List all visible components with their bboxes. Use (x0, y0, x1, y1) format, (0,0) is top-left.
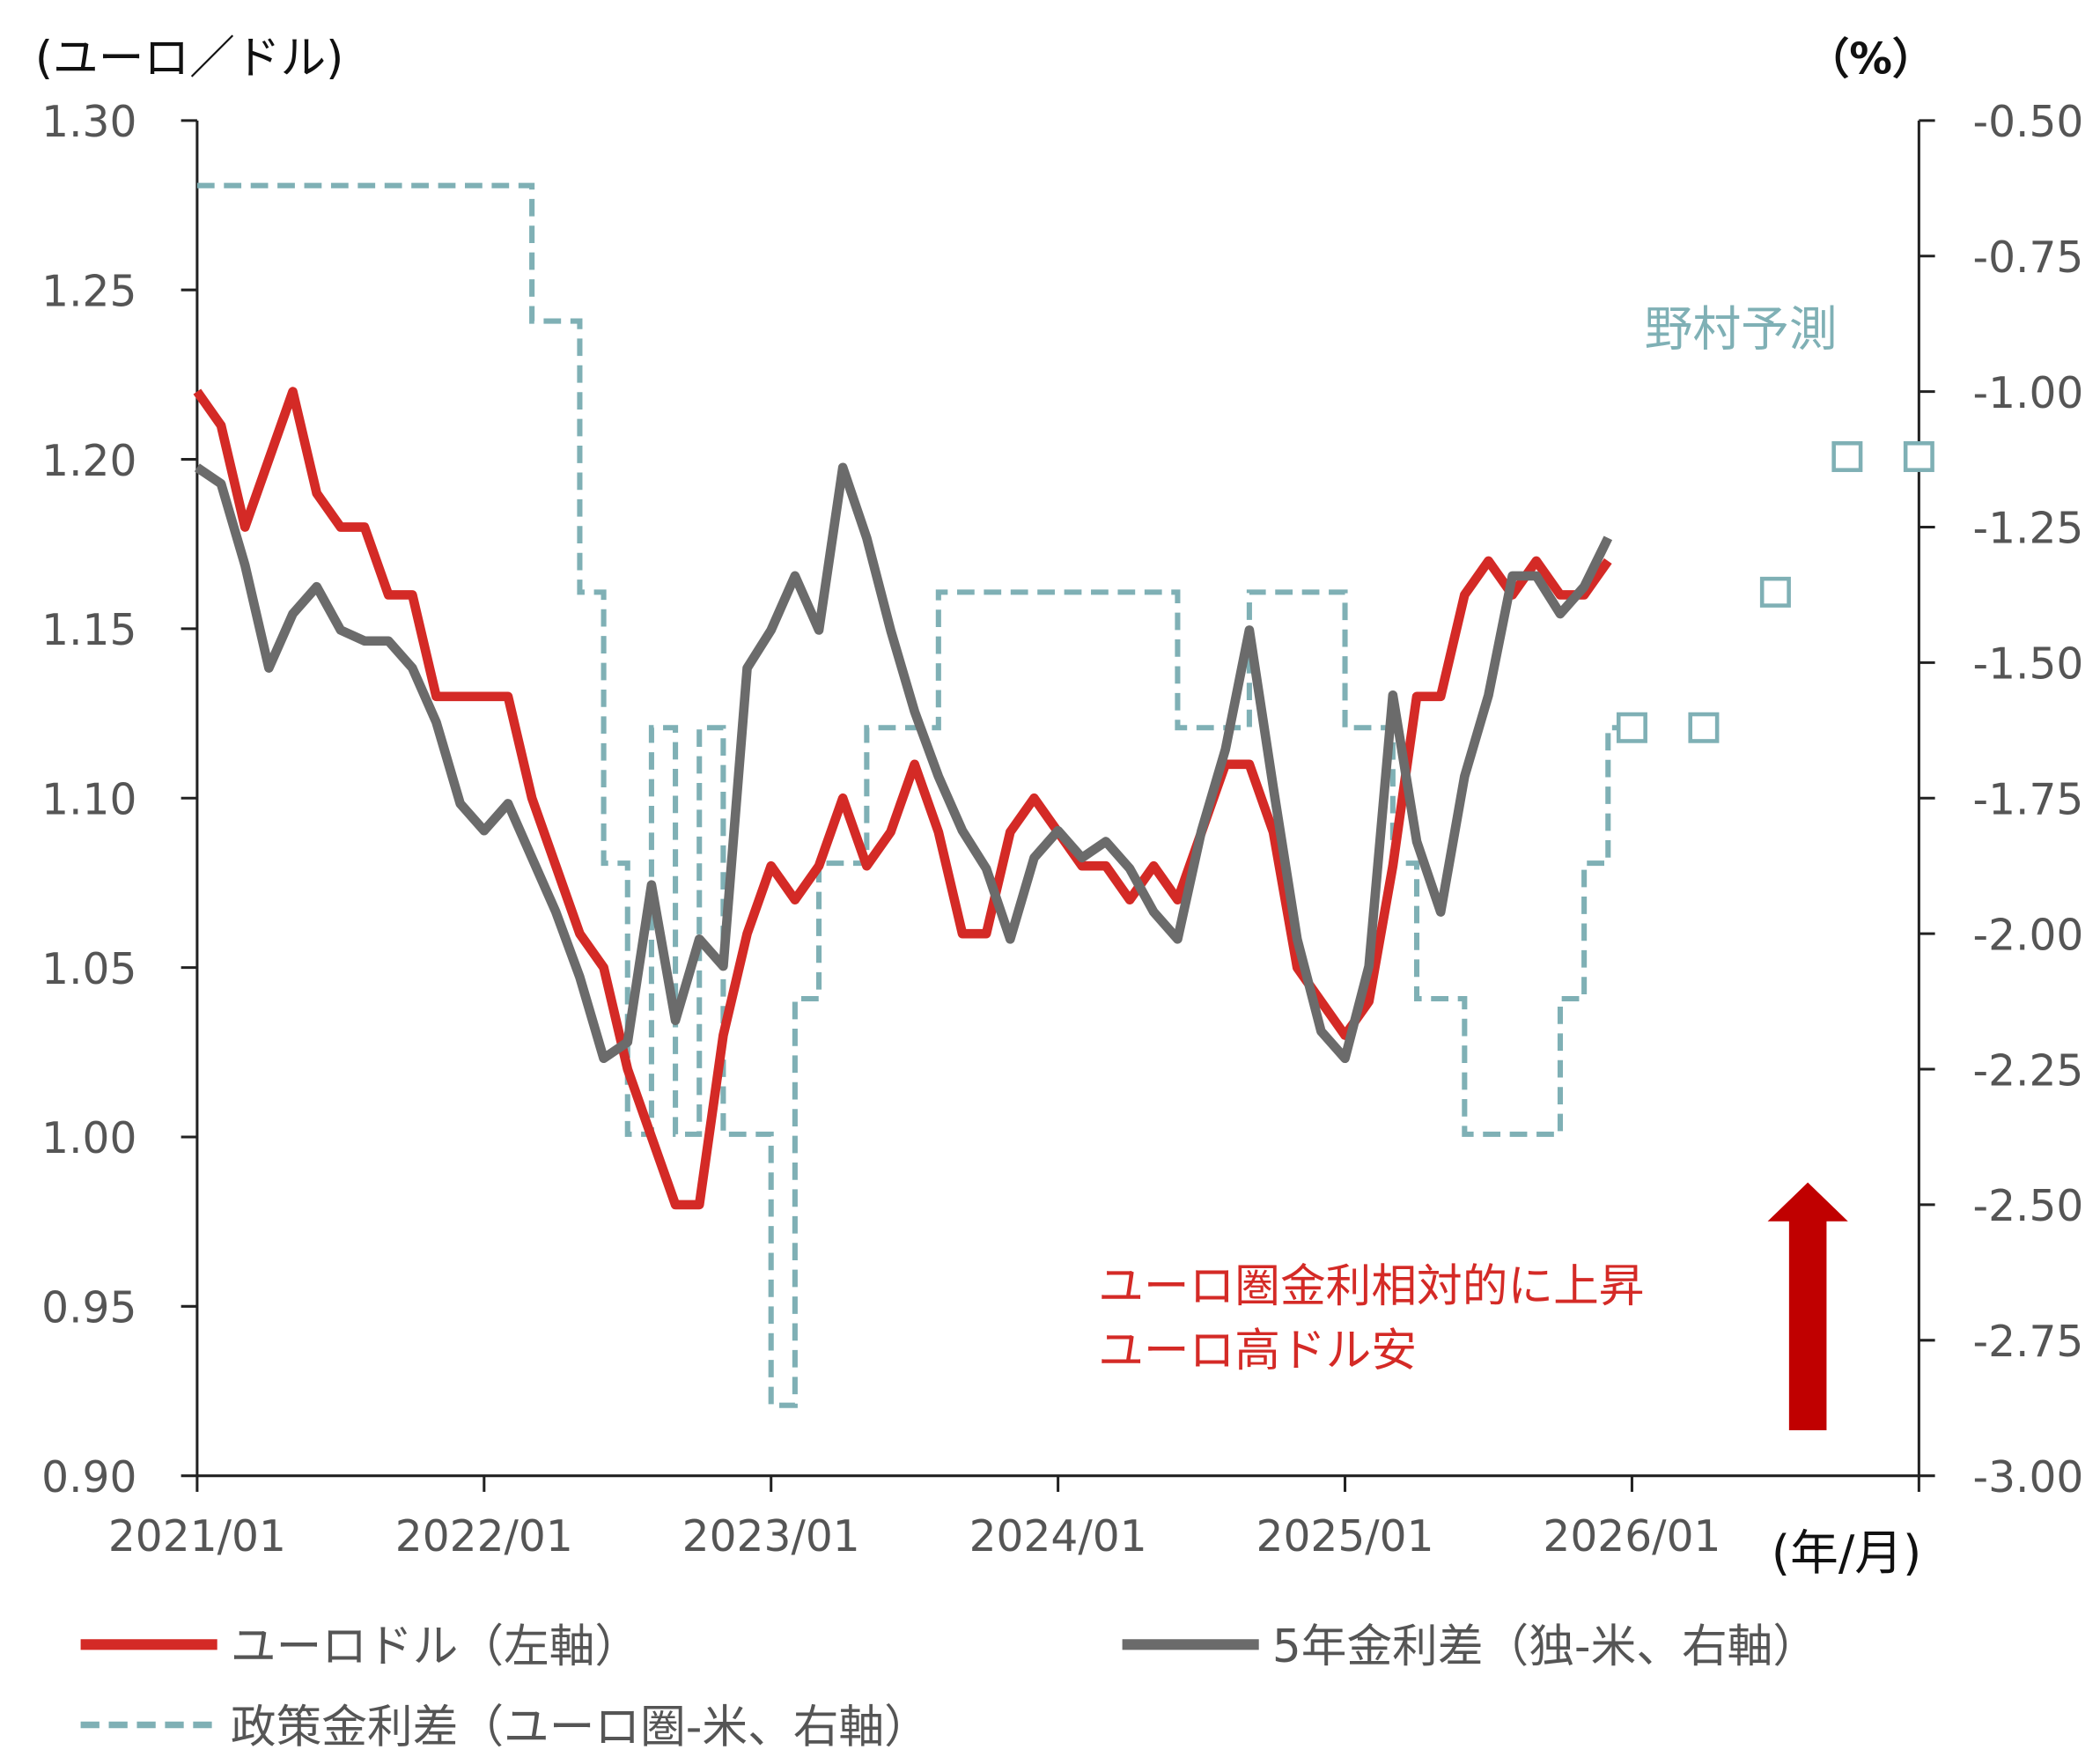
left-tick-label: 1.10 (41, 776, 136, 825)
forecast-marker (1759, 576, 1791, 608)
left-tick-label: 1.20 (41, 437, 136, 486)
x-axis-label: (年/月) (1772, 1524, 1922, 1581)
right-axis-label: （%） (1807, 35, 1935, 85)
legend-label-eurusd: ユーロドル（左軸） (231, 1620, 640, 1673)
right-tick-label: -2.00 (1973, 911, 2084, 960)
left-tick-label: 1.00 (41, 1114, 136, 1163)
legend-label-policy: 政策金利差（ユーロ圏-米、右軸） (231, 1701, 930, 1753)
left-tick-label: 1.05 (41, 945, 136, 994)
left-axis-label: (ユーロ／ドル) (35, 33, 343, 85)
policy-rate-spread-line (196, 182, 1632, 1408)
up-arrow-icon (1767, 1182, 1848, 1430)
x-tick-label: 2024/01 (969, 1512, 1147, 1561)
x-tick-label: 2022/01 (395, 1512, 573, 1561)
right-tick-label: -0.50 (1973, 98, 2084, 147)
right-tick-label: -1.75 (1973, 776, 2084, 825)
right-tick-label: -2.25 (1973, 1046, 2084, 1096)
eurusd-line (193, 387, 1612, 1210)
left-tick-label: 1.25 (41, 267, 136, 316)
legend: ユーロドル（左軸） 5年金利差（独-米、右軸） 政策金利差（ユーロ圏-米、右軸） (80, 1620, 1818, 1753)
right-tick-label: -1.50 (1973, 640, 2084, 690)
legend-label-spread5y: 5年金利差（独-米、右軸） (1272, 1620, 1818, 1673)
x-tick-label: 2025/01 (1256, 1512, 1433, 1561)
left-tick-label: 0.95 (41, 1284, 136, 1333)
right-tick-label: -3.00 (1973, 1453, 2084, 1502)
x-tick-label: 2023/01 (682, 1512, 860, 1561)
right-tick-label: -0.75 (1973, 233, 2084, 283)
left-tick-label: 1.30 (41, 98, 136, 147)
forecast-marker (1831, 440, 1863, 472)
left-tick-label: 1.15 (41, 606, 136, 655)
forecast-label: 野村予測 (1645, 300, 1838, 357)
annotation-line-2: ユーロ高ドル安 (1098, 1325, 1417, 1377)
x-tick-label: 2026/01 (1543, 1512, 1721, 1561)
left-tick-label: 0.90 (41, 1453, 136, 1502)
x-tick-label: 2021/01 (108, 1512, 286, 1561)
annotation-line-1: ユーロ圏金利相対的に上昇 (1098, 1260, 1644, 1313)
right-tick-label: -2.50 (1973, 1182, 2084, 1231)
right-tick-label: -2.75 (1973, 1318, 2084, 1367)
forecast-marker (1688, 712, 1720, 743)
forecast-marker (1903, 440, 1934, 472)
right-tick-label: -1.00 (1973, 369, 2084, 418)
right-tick-label: -1.25 (1973, 505, 2084, 554)
forecast-marker (1616, 712, 1647, 743)
spread-5y-line (194, 462, 1613, 1064)
